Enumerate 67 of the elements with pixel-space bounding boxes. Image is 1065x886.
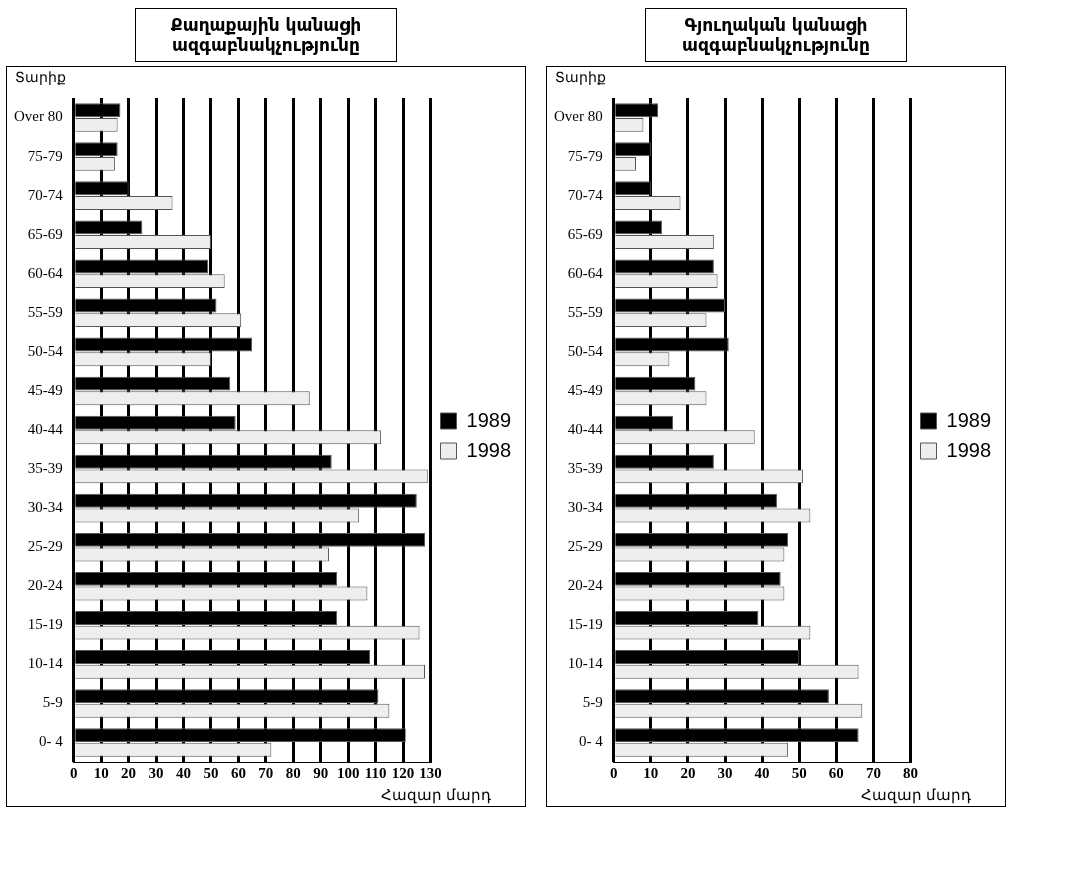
- legend-label: 1998: [466, 438, 512, 461]
- x-tick-label: 70: [865, 764, 881, 781]
- y-tick-label: 30-34: [567, 499, 604, 516]
- y-tick-label: 40-44: [567, 420, 604, 437]
- x-axis-title: Հազար մարդ: [380, 786, 491, 804]
- y-tick-label: 55-59: [567, 303, 603, 320]
- legend-label: 1998: [946, 438, 992, 461]
- y-tick-label: 35-39: [27, 460, 63, 476]
- y-tick-label: 0- 4: [38, 733, 64, 750]
- x-tick-label: 20: [680, 764, 696, 781]
- x-axis-title: Հազար մարդ: [860, 786, 971, 804]
- x-tick-label: 80: [903, 764, 919, 781]
- y-tick-label: 50-54: [27, 342, 64, 359]
- x-tick-label: 80: [285, 764, 301, 781]
- y-tick-label: 70-74: [27, 186, 64, 203]
- y-tick-label: 20-24: [27, 577, 64, 594]
- y-tick-label: 10-14: [567, 655, 604, 672]
- x-tick-label: 130: [419, 764, 442, 781]
- x-tick-label: 40: [176, 764, 192, 781]
- y-tick-label: 45-49: [27, 381, 63, 398]
- y-tick-label: 65-69: [567, 225, 603, 242]
- y-tick-label: 35-39: [567, 460, 603, 476]
- y-tick-label: 60-64: [27, 264, 64, 281]
- y-tick-label: 70-74: [567, 186, 604, 203]
- x-tick-label: 30: [717, 764, 733, 781]
- y-tick-label: 10-14: [27, 655, 64, 672]
- x-tick-label: 50: [791, 764, 807, 781]
- x-tick-label: 120: [391, 764, 415, 781]
- y-tick-label: 20-24: [567, 577, 604, 594]
- chart-title: Գյուղական կանացի ազգաբնակչությունը: [645, 8, 907, 62]
- x-tick-label: 0: [609, 764, 618, 781]
- x-tick-label: 40: [754, 764, 770, 781]
- y-tick-label: 60-64: [567, 264, 604, 281]
- y-tick-label: 40-44: [27, 420, 64, 437]
- y-tick-label: 45-49: [567, 381, 603, 398]
- y-tick-label: 5-9: [582, 694, 603, 711]
- x-tick-label: 0: [69, 764, 78, 781]
- x-tick-label: 10: [643, 764, 659, 781]
- y-tick-label: 30-34: [27, 499, 64, 516]
- y-tick-label: 75-79: [567, 147, 603, 164]
- x-tick-label: 90: [313, 764, 329, 781]
- y-tick-label: 0- 4: [578, 733, 604, 750]
- y-tick-label: 55-59: [27, 303, 63, 320]
- x-tick-label: 110: [364, 764, 387, 781]
- x-tick-label: 60: [230, 764, 246, 781]
- legend-label: 1989: [946, 408, 992, 431]
- y-tick-label: 5-9: [42, 694, 63, 711]
- y-tick-label: Over 80: [553, 108, 603, 125]
- y-tick-label: 65-69: [27, 225, 63, 242]
- x-tick-label: 50: [203, 764, 219, 781]
- y-tick-label: 25-29: [567, 538, 603, 555]
- y-tick-label: Over 80: [13, 108, 63, 125]
- x-tick-label: 70: [258, 764, 274, 781]
- x-tick-label: 10: [93, 764, 109, 781]
- x-tick-label: 60: [828, 764, 844, 781]
- y-axis-title: Տարիք: [15, 69, 67, 86]
- x-tick-label: 20: [121, 764, 137, 781]
- y-axis-title: Տարիք: [555, 69, 607, 86]
- y-tick-label: 75-79: [27, 147, 63, 164]
- x-tick-label: 100: [336, 764, 360, 781]
- x-tick-label: 30: [148, 764, 164, 781]
- y-tick-label: 25-29: [27, 538, 63, 555]
- chart-title: Քաղաքային կանացի ազգաբնակչությունը: [135, 8, 397, 62]
- y-tick-label: 15-19: [27, 616, 63, 633]
- y-tick-label: 15-19: [567, 616, 603, 633]
- y-tick-label: 50-54: [567, 342, 604, 359]
- legend-label: 1989: [466, 408, 512, 431]
